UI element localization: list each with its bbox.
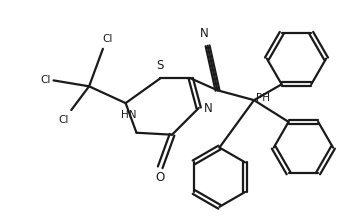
Text: HN: HN <box>121 110 136 120</box>
Text: O: O <box>155 171 165 184</box>
Text: PH: PH <box>256 93 270 103</box>
Text: N: N <box>204 101 213 115</box>
Text: N: N <box>200 27 209 41</box>
Text: S: S <box>156 59 164 72</box>
Text: Cl: Cl <box>103 34 113 44</box>
Text: Cl: Cl <box>58 115 69 125</box>
Text: Cl: Cl <box>41 75 51 85</box>
